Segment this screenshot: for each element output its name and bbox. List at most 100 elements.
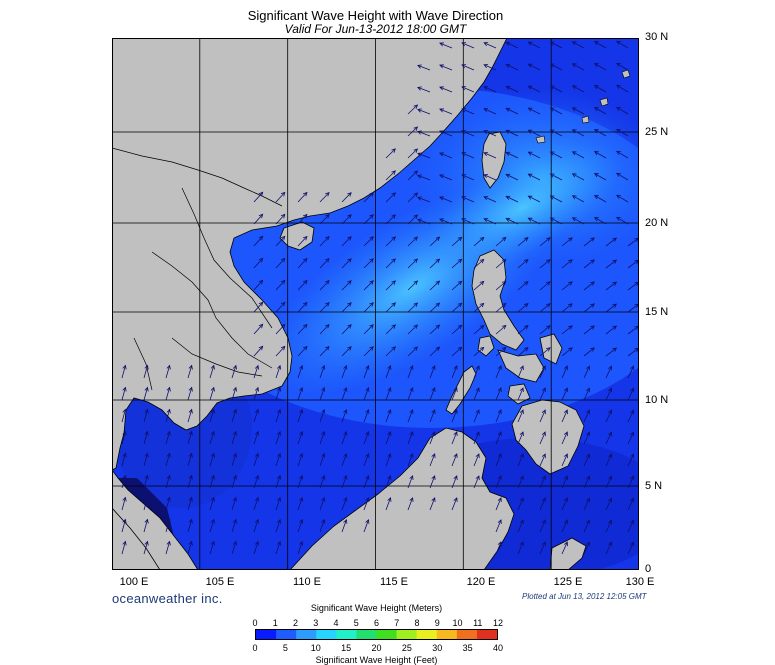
wave-arrow-head	[612, 281, 617, 286]
wave-arrow	[297, 409, 303, 423]
wave-arrow-head	[590, 347, 595, 352]
wave-arrow-head	[586, 365, 590, 371]
wave-arrow-head	[608, 365, 612, 371]
wave-arrow-head	[439, 196, 444, 201]
wave-arrow-head	[593, 151, 599, 156]
wave-arrow	[429, 280, 440, 291]
wave-arrow-head	[483, 196, 489, 201]
wave-arrow	[385, 475, 391, 489]
wave-arrow-head	[343, 430, 348, 436]
wave-arrow	[583, 303, 595, 313]
wave-arrow-head	[453, 475, 458, 480]
wave-arrow	[550, 195, 563, 203]
wave-arrow	[429, 346, 440, 357]
wave-arrow-head	[258, 323, 264, 329]
wave-arrow	[583, 281, 595, 291]
wave-arrow-head	[369, 236, 374, 241]
wave-arrow-head	[571, 41, 577, 46]
wave-arrow-head	[166, 364, 171, 370]
wave-arrow-head	[546, 303, 551, 308]
wave-arrow	[627, 476, 634, 489]
wave-arrow	[407, 214, 418, 225]
wave-arrow	[605, 476, 612, 489]
wave-arrow	[319, 387, 325, 401]
wave-arrow	[297, 519, 303, 533]
wave-arrow	[561, 365, 568, 379]
wave-arrow	[231, 453, 237, 467]
wave-arrow	[165, 431, 170, 445]
wave-arrow	[528, 85, 541, 93]
wave-arrow	[461, 108, 475, 115]
wave-arrow-head	[280, 301, 286, 307]
swell-band-secondary	[422, 142, 622, 274]
wave-arrow	[429, 365, 436, 379]
wave-arrow	[297, 365, 303, 379]
wave-arrow	[528, 217, 541, 225]
wave-arrow	[297, 258, 308, 269]
wave-arrow	[385, 409, 391, 423]
wave-arrow	[483, 218, 497, 225]
wave-arrow-head	[254, 452, 259, 458]
wave-arrow-head	[321, 452, 326, 458]
wave-arrow-head	[299, 430, 304, 436]
wave-arrow	[407, 346, 418, 357]
wave-arrow-head	[593, 41, 599, 46]
wave-arrow	[363, 409, 369, 423]
wave-arrow	[363, 519, 369, 533]
wave-direction-arrows	[121, 40, 639, 555]
wave-arrow	[253, 387, 259, 401]
wave-arrow	[363, 280, 374, 291]
wave-arrow-head	[122, 496, 127, 502]
wave-arrow	[319, 236, 330, 247]
wave-arrow-head	[232, 408, 237, 414]
wave-arrow	[572, 129, 585, 137]
wave-arrow	[407, 192, 418, 203]
wave-arrow	[407, 387, 413, 401]
land-luzon	[471, 249, 525, 351]
wave-arrow-head	[546, 347, 551, 352]
wave-arrow	[473, 409, 480, 423]
wave-arrow-head	[122, 364, 127, 370]
wave-arrow-head	[232, 496, 237, 502]
wave-arrow	[627, 498, 634, 511]
wave-arrow-head	[505, 107, 511, 112]
wave-arrow-head	[630, 365, 635, 371]
wave-arrow	[341, 214, 352, 225]
lat-label-25n: 25 N	[645, 126, 669, 138]
legend-colorbar	[255, 629, 498, 640]
wave-arrow-head	[254, 386, 259, 392]
wave-arrow-head	[519, 497, 524, 503]
wave-arrow-head	[387, 364, 392, 370]
wave-arrow-head	[527, 217, 533, 222]
wave-arrow	[363, 214, 374, 225]
wave-arrow	[407, 104, 418, 115]
wave-arrow	[517, 303, 529, 313]
wave-arrow	[583, 237, 595, 247]
wave-arrow-head	[461, 174, 467, 179]
wave-arrow-head	[365, 452, 370, 458]
wave-arrow	[495, 325, 507, 335]
wave-arrow	[616, 84, 629, 93]
wave-arrow-head	[347, 236, 352, 241]
wave-arrow	[341, 324, 352, 335]
wave-arrow-head	[276, 364, 282, 370]
wave-arrow	[143, 541, 148, 555]
wave-arrow-head	[391, 346, 396, 351]
wave-arrow	[165, 409, 170, 423]
wave-arrow-head	[568, 325, 573, 330]
wave-arrow	[297, 431, 303, 445]
legend-title-meters: Significant Wave Height (Meters)	[310, 603, 443, 613]
wave-arrow-head	[563, 387, 568, 393]
wave-arrow-head	[439, 218, 444, 223]
wave-arrow-head	[122, 540, 127, 546]
wave-arrow	[253, 214, 263, 225]
wave-arrow	[407, 475, 413, 489]
wave-arrow	[451, 325, 462, 335]
wave-arrow	[231, 519, 237, 533]
wave-arrow-head	[479, 324, 485, 330]
wave-arrow-head	[608, 541, 612, 547]
wave-arrow	[319, 280, 330, 291]
wave-arrow-head	[321, 518, 326, 524]
wave-arrow	[517, 325, 529, 335]
wave-arrow	[407, 365, 413, 379]
